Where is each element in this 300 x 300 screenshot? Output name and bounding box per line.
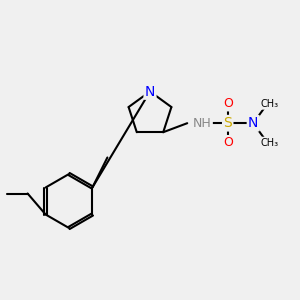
Text: CH₃: CH₃ bbox=[261, 99, 279, 109]
Text: O: O bbox=[223, 97, 233, 110]
Text: CH₃: CH₃ bbox=[261, 138, 279, 148]
Text: NH: NH bbox=[193, 117, 212, 130]
Text: N: N bbox=[248, 116, 258, 130]
Text: O: O bbox=[223, 136, 233, 149]
Text: S: S bbox=[224, 116, 232, 130]
Text: N: N bbox=[145, 85, 155, 98]
